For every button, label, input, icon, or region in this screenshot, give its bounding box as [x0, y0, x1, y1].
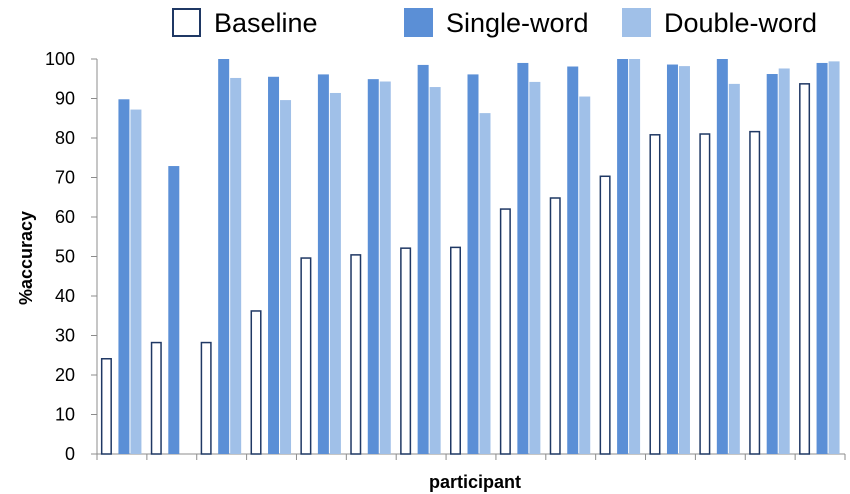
bar — [728, 83, 740, 454]
y-tick-label: 40 — [55, 286, 75, 306]
bar — [367, 79, 379, 455]
bar — [666, 64, 678, 454]
bar — [429, 87, 441, 455]
y-tick-label: 80 — [55, 128, 75, 148]
legend-label: Single-word — [446, 8, 589, 38]
legend-item: Single-word — [404, 8, 589, 38]
bar — [579, 96, 591, 455]
bar — [749, 130, 761, 455]
bar — [799, 83, 811, 455]
bar — [250, 310, 262, 455]
legend-swatch — [622, 8, 651, 37]
bar — [130, 109, 142, 454]
bar — [567, 66, 579, 454]
bar — [766, 74, 778, 454]
y-tick-label: 70 — [55, 168, 75, 188]
y-axis: 0 10 20 30 40 50 60 70 80 90 100 — [45, 49, 98, 464]
bar — [218, 59, 230, 454]
bar — [678, 66, 690, 455]
series-double-word — [130, 59, 840, 455]
bar — [118, 99, 130, 454]
bar — [716, 59, 728, 454]
bar — [499, 208, 511, 455]
y-tick-label: 90 — [55, 89, 75, 109]
bars — [100, 59, 840, 455]
y-tick-label: 20 — [55, 365, 75, 385]
legend: Baseline Single-word Double-word — [172, 8, 817, 38]
y-tick-label: 10 — [55, 405, 75, 425]
bar — [778, 68, 790, 454]
legend-swatch — [404, 8, 433, 37]
legend-label: Double-word — [664, 8, 817, 38]
bar — [268, 76, 280, 455]
y-axis-title: %accuracy — [16, 211, 36, 305]
bar — [828, 61, 840, 455]
bar — [479, 113, 491, 455]
y-tick-label: 50 — [55, 247, 75, 267]
bar — [649, 134, 661, 455]
legend-item: Double-word — [622, 8, 817, 38]
bar — [617, 59, 629, 454]
bar — [280, 100, 292, 454]
bar — [350, 254, 362, 455]
bar — [599, 175, 611, 455]
bar — [400, 247, 412, 455]
bar — [529, 81, 541, 454]
bar — [816, 62, 828, 454]
y-tick-label: 60 — [55, 207, 75, 227]
bar — [317, 74, 329, 454]
legend-label: Baseline — [214, 8, 318, 38]
legend-swatch — [172, 8, 201, 37]
bar — [230, 77, 242, 455]
y-tick-label: 100 — [45, 49, 75, 69]
bar — [200, 341, 212, 455]
bar — [300, 257, 312, 455]
bar — [417, 64, 429, 455]
bar — [450, 246, 461, 455]
bar — [549, 197, 561, 455]
bar — [329, 92, 341, 454]
bar — [629, 59, 641, 454]
bar — [100, 358, 112, 455]
bar — [168, 166, 180, 455]
bar — [150, 341, 162, 455]
x-axis-title: participant — [429, 472, 521, 492]
bar — [517, 62, 529, 454]
series-baseline — [100, 83, 811, 455]
x-axis — [96, 453, 846, 460]
legend-item: Baseline — [172, 8, 318, 38]
series-single-word — [118, 59, 828, 455]
y-tick-label: 0 — [65, 444, 75, 464]
bar — [379, 81, 391, 454]
bar — [467, 74, 479, 454]
y-tick-label: 30 — [55, 326, 75, 346]
bar — [699, 133, 711, 455]
